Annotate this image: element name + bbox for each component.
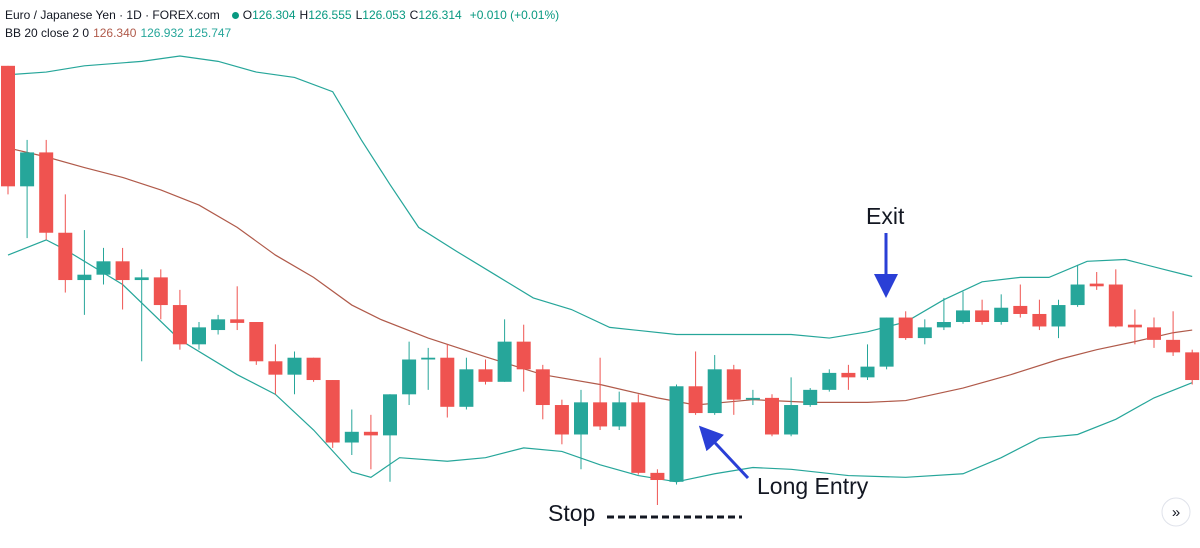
candle-body	[153, 277, 168, 306]
candle-body	[726, 369, 741, 400]
ohlc-label: O	[242, 8, 253, 22]
candle-body	[115, 261, 130, 281]
candle-body	[1032, 313, 1047, 327]
candle-body	[631, 402, 646, 473]
candle-body	[535, 369, 550, 406]
ohlc-label: L	[355, 8, 363, 22]
candle-body	[612, 402, 627, 427]
status-dot	[231, 12, 239, 20]
symbol-row: Euro / Japanese Yen · 1D · FOREX.com O126…	[5, 6, 563, 24]
candle-body	[287, 357, 302, 375]
ohlc-value: 126.053	[362, 8, 406, 22]
candle-body	[784, 405, 799, 435]
candle-body	[325, 380, 340, 443]
candle-body	[306, 357, 321, 381]
candle-body	[593, 402, 608, 427]
ohlc-value: 126.555	[308, 8, 352, 22]
candle-body	[1166, 339, 1181, 353]
candle-body	[440, 357, 455, 407]
band-line	[7, 55, 1193, 339]
candle-body	[1127, 324, 1142, 328]
candle-body	[1, 65, 15, 187]
candle-body	[39, 152, 54, 233]
candle-body	[936, 322, 951, 328]
candle-body	[20, 152, 35, 187]
candle-body	[1185, 352, 1200, 381]
candle-body	[650, 472, 665, 481]
candle-body	[344, 431, 359, 443]
candle-body	[707, 369, 722, 414]
ohlc-value: 126.314	[418, 8, 462, 22]
candle-body	[1089, 283, 1104, 287]
scroll-icon[interactable]: »	[1172, 504, 1180, 521]
candle-body	[1147, 327, 1161, 340]
legend: Euro / Japanese Yen · 1D · FOREX.com O126…	[5, 6, 563, 42]
candle-body	[956, 310, 970, 323]
candle-body	[77, 274, 92, 281]
ohlc-value: 126.304	[252, 8, 296, 22]
candle-body	[230, 319, 245, 323]
candle-body	[421, 357, 436, 360]
candle-body	[192, 327, 206, 345]
candle-body	[688, 386, 703, 414]
candle-body	[363, 431, 378, 436]
band-line	[7, 147, 1193, 406]
indicator-row: BB 20 close 2 0 126.340 126.932 125.747	[5, 24, 563, 42]
candle-body	[211, 319, 226, 331]
scroll-button[interactable]	[1161, 497, 1191, 527]
candle-body	[975, 310, 990, 323]
entry-label: Long Entry	[757, 473, 869, 499]
candle-body	[1108, 284, 1123, 327]
candle-body	[669, 386, 684, 482]
indicator-value: 126.932	[140, 26, 184, 40]
candle-body	[554, 405, 569, 435]
change: +0.010 (+0.01%)	[469, 8, 560, 22]
candle-body	[898, 317, 913, 339]
candle-body	[745, 397, 760, 400]
candle-body	[134, 277, 149, 281]
candle-body	[268, 361, 283, 375]
stop-label: Stop	[548, 500, 595, 526]
candle-body	[58, 232, 73, 281]
ohlc-label: H	[299, 8, 309, 22]
ohlc-label: C	[409, 8, 419, 22]
candle-body	[879, 317, 894, 367]
indicator-name: BB 20 close 2 0	[5, 26, 90, 40]
indicator-value: 125.747	[187, 26, 232, 40]
candle-body	[841, 372, 856, 378]
candle-body	[860, 366, 875, 378]
indicator-value: 126.340	[93, 26, 137, 40]
candle-body	[994, 307, 1009, 323]
candle-body	[96, 261, 111, 275]
candle-body	[1051, 305, 1066, 327]
candle-body	[574, 402, 588, 435]
candle-body	[822, 372, 837, 390]
candle-body	[383, 394, 397, 436]
candle-body	[765, 397, 779, 435]
candle-body	[516, 341, 531, 370]
candle-body	[249, 322, 264, 362]
candle-body	[1070, 284, 1085, 306]
entry-arrow	[698, 425, 750, 480]
exit-label: Exit	[866, 203, 905, 229]
candle-body	[1013, 305, 1028, 314]
symbol: Euro / Japanese Yen · 1D · FOREX.com	[5, 8, 220, 22]
candle-body	[172, 305, 187, 345]
ohlc: O126.304 H126.555 L126.053 C126.314	[243, 8, 466, 22]
candle-body	[917, 327, 932, 339]
candle-body	[402, 359, 417, 395]
candle-body	[497, 341, 512, 382]
candle-body	[803, 389, 818, 406]
candle-body	[459, 369, 474, 407]
candle-body	[478, 369, 493, 382]
